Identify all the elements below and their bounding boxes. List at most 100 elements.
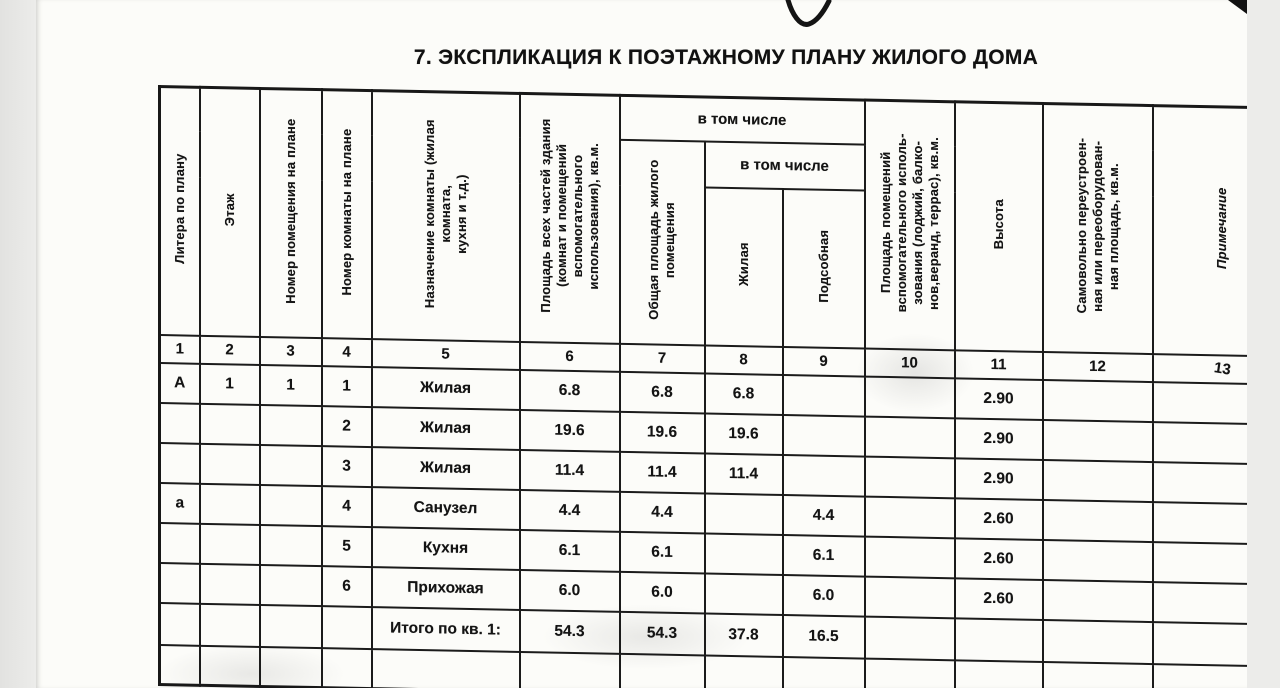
header-podsobnaya: Подсобная: [782, 188, 865, 349]
column-number: 9: [782, 346, 865, 377]
cell: 2.90: [954, 377, 1043, 420]
cell: [864, 456, 955, 498]
cell: Санузел: [371, 486, 520, 530]
header-label: Высота: [990, 199, 1006, 250]
cell: 1: [199, 363, 260, 405]
cell: 2.90: [954, 417, 1043, 460]
header-label: Самовольно переустроен- ная или переобор…: [1073, 137, 1121, 314]
cell: Кухня: [371, 526, 520, 570]
cell: [259, 646, 322, 688]
cell: [1152, 663, 1247, 688]
cell: 6.8: [619, 371, 705, 413]
cell: [321, 605, 372, 649]
cell: [704, 654, 783, 688]
cell: [864, 616, 955, 660]
header-ploshchad-vspomogatelnogo: Площадь помещений вспомогательного испол…: [864, 100, 955, 350]
cell: 19.6: [704, 412, 783, 455]
cell: 16.5: [782, 614, 865, 659]
cell: [159, 562, 200, 604]
cell: [619, 653, 705, 688]
cell: [1152, 581, 1247, 625]
pen-corner-fragment-icon: [1228, 0, 1247, 14]
cell: 6.1: [782, 534, 865, 577]
cell: 6.8: [704, 372, 783, 415]
cell: 54.3: [619, 611, 705, 655]
cell: [259, 524, 322, 566]
cell: а: [159, 482, 200, 524]
cell: 6.0: [782, 574, 865, 617]
header-label: Номер помещения на плане: [282, 118, 298, 304]
column-number: 5: [371, 338, 520, 370]
cell: 6.0: [619, 571, 705, 613]
cell: [1042, 579, 1153, 622]
cell: 2.60: [954, 537, 1043, 580]
cell: Жилая: [371, 406, 520, 450]
header-nomer-komnaty: Номер комнаты на плане: [321, 89, 372, 339]
cell: [159, 442, 200, 484]
cell: [1152, 541, 1247, 585]
cell: 19.6: [519, 409, 620, 452]
cell: [864, 658, 955, 688]
column-number: 2: [199, 335, 260, 365]
cell: [519, 651, 620, 688]
cell: [321, 647, 372, 688]
header-primechanie: Примечание: [1152, 105, 1247, 357]
header-nomer-pomeshcheniya: Номер помещения на плане: [259, 88, 322, 338]
cell: 4.4: [782, 494, 865, 537]
header-naznachenie-komnaty: Назначение комнаты (жилая комната, кухня…: [371, 90, 520, 342]
header-group-v-tom-chisle-2: в том числе: [704, 140, 865, 191]
cell: [1042, 661, 1153, 688]
cell: [864, 536, 955, 578]
cell: [1152, 621, 1247, 667]
page-title: 7. ЭКСПЛИКАЦИЯ К ПОЭТАЖНОМУ ПЛАНУ ЖИЛОГО…: [413, 46, 1039, 69]
cell: 3: [321, 445, 372, 487]
column-number: 7: [619, 343, 705, 373]
cell: 11.4: [519, 449, 620, 492]
column-number: 13: [1152, 353, 1247, 385]
cell: [704, 532, 783, 575]
cell: 11.4: [704, 452, 783, 495]
header-label: Жилая: [735, 242, 751, 287]
column-number: 10: [864, 348, 955, 378]
cell: [782, 454, 865, 497]
header-label: Номер комнаты на плане: [338, 128, 354, 296]
header-label: Площадь всех частей здания (комнат и пом…: [537, 118, 601, 313]
cell: 2: [321, 405, 372, 447]
cell: [259, 404, 322, 446]
header-label: Площадь помещений вспомогательного испол…: [877, 132, 941, 313]
cell: 19.6: [619, 411, 705, 453]
cell: [259, 604, 322, 648]
cell: [199, 563, 260, 605]
cell: [259, 564, 322, 606]
cell: [1042, 499, 1153, 542]
header-obshchaya-ploshchad: Общая площадь жилого помещения: [619, 139, 705, 345]
header-group-v-tom-chisle: в том числе: [619, 95, 865, 145]
cell: [704, 572, 783, 615]
cell: 6: [321, 565, 372, 607]
cell: [782, 656, 865, 688]
column-number: 8: [704, 344, 783, 375]
cell: [259, 484, 322, 526]
header-label: Литера по плану: [171, 153, 187, 264]
cell: [159, 602, 200, 646]
column-number-label: 13: [1212, 359, 1232, 379]
scanner-edge-left: [0, 0, 36, 688]
cell: [199, 523, 260, 565]
cell: 2.60: [954, 577, 1043, 620]
header-ploshchad-vsekh-chastey: Площадь всех частей здания (комнат и пом…: [519, 93, 620, 344]
cell: 4.4: [619, 491, 705, 533]
cell: [199, 483, 260, 525]
cell: [1152, 501, 1247, 545]
cell: [782, 414, 865, 457]
cell: 6.1: [519, 529, 620, 572]
header-label: Назначение комнаты (жилая комната, кухня…: [421, 118, 469, 309]
cell: 1: [259, 364, 322, 406]
cell: [782, 374, 865, 417]
cell: 2.60: [954, 497, 1043, 540]
column-number: 11: [954, 349, 1043, 380]
scanned-page: 7. ЭКСПЛИКАЦИЯ К ПОЭТАЖНОМУ ПЛАНУ ЖИЛОГО…: [36, 0, 1247, 688]
cell: [159, 522, 200, 564]
cell: [1042, 459, 1153, 502]
header-samovolno-pereustroennaya: Самовольно переустроен- ная или переобор…: [1042, 103, 1153, 354]
header-label: Примечание: [1214, 187, 1230, 270]
